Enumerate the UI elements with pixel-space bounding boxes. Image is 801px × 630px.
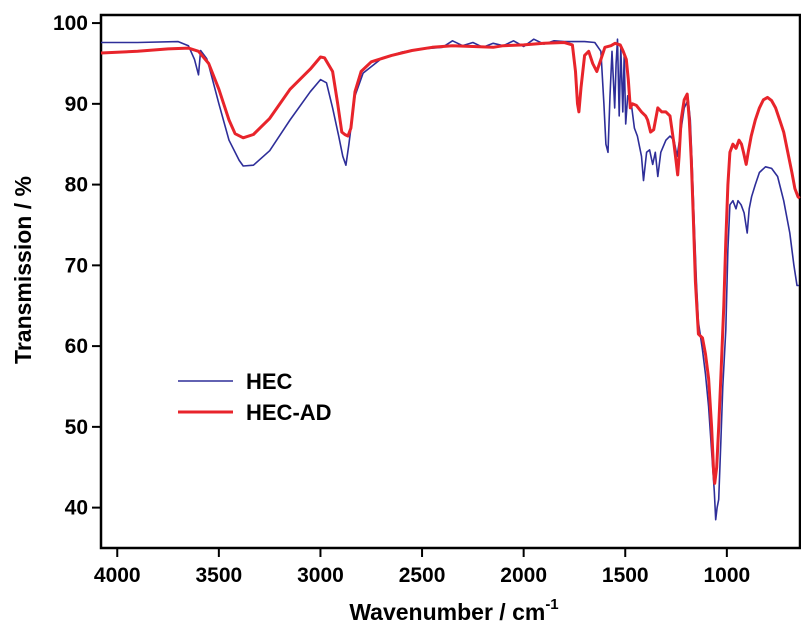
x-tick-label: 2000	[500, 564, 547, 587]
y-tick-label: 100	[53, 12, 88, 35]
x-axis-title-superscript: -1	[545, 596, 558, 613]
x-tick-label: 4000	[94, 564, 141, 587]
y-axis-title: Transmission / %	[10, 176, 36, 364]
series-group	[100, 38, 801, 521]
x-axis-title: Wavenumber / cm-1	[349, 596, 558, 625]
legend-label-hec: HEC	[246, 369, 293, 394]
x-tick-label: 2500	[399, 564, 446, 587]
legend-label-hec-ad: HEC-AD	[246, 400, 332, 425]
y-tick-label: 50	[65, 416, 88, 439]
x-tick-label: 1000	[703, 564, 750, 587]
y-axis-ticks: 40 50 60 70 80 90 100	[53, 12, 101, 520]
y-tick-label: 40	[65, 497, 88, 520]
x-tick-label: 3000	[297, 564, 344, 587]
y-tick-label: 80	[65, 174, 88, 197]
series-line-hec-ad	[100, 41, 801, 485]
x-tick-label: 1500	[602, 564, 649, 587]
x-axis-title-text: Wavenumber / cm	[349, 599, 545, 625]
y-tick-label: 60	[65, 335, 88, 358]
legend: HEC HEC-AD	[178, 369, 332, 425]
y-tick-label: 90	[65, 93, 88, 116]
x-axis-ticks: 4000 3500 3000 2500 2000 1500 1000	[94, 548, 750, 587]
y-tick-label: 70	[65, 254, 88, 277]
x-tick-label: 3500	[195, 564, 242, 587]
plot-frame	[99, 13, 801, 550]
